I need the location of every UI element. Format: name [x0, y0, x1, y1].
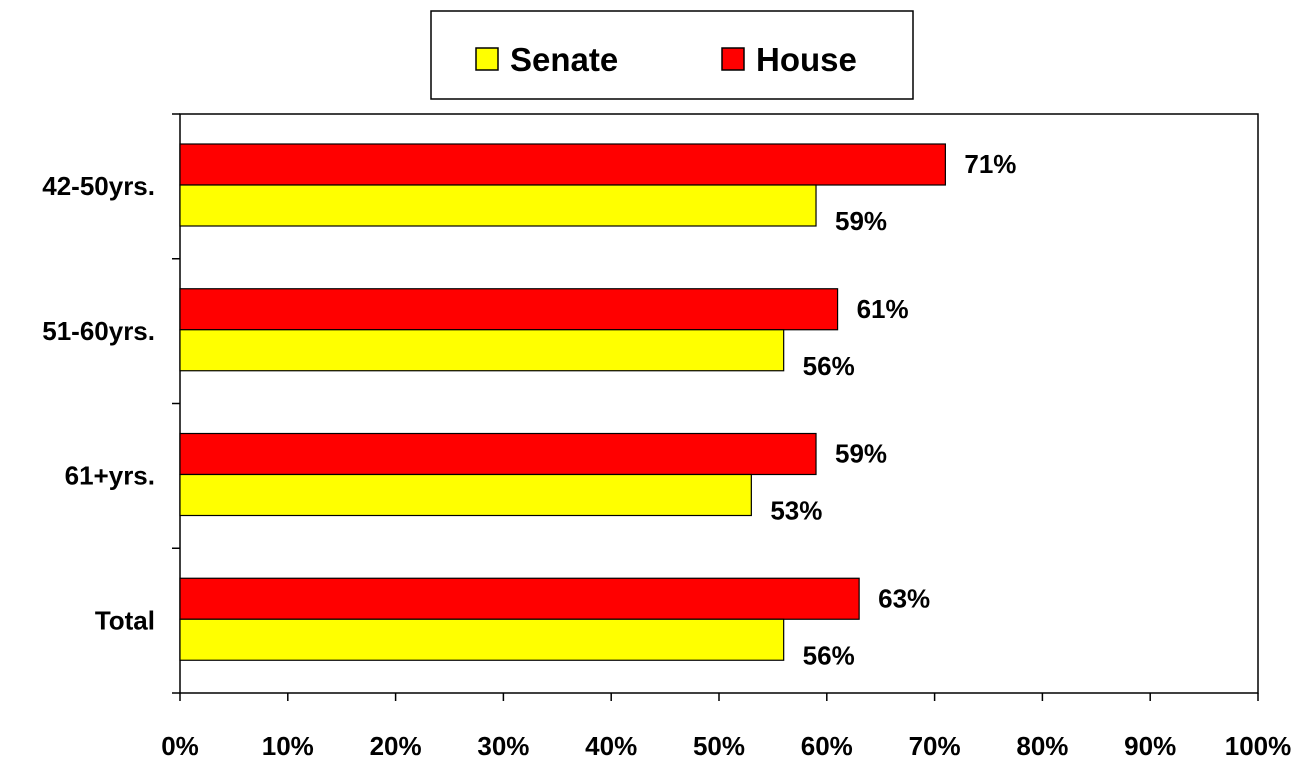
value-label-senate-1: 56% — [803, 351, 855, 381]
value-label-house-3: 63% — [878, 583, 930, 613]
value-label-senate-2: 53% — [770, 496, 822, 526]
x-tick-label-1: 10% — [262, 731, 314, 759]
bar-senate-3 — [179, 618, 785, 661]
x-tick-label-9: 90% — [1124, 731, 1176, 759]
axis-layer — [172, 113, 1259, 701]
value-label-house-1: 61% — [857, 294, 909, 324]
value-label-house-0: 71% — [964, 149, 1016, 179]
category-label-2: 61+yrs. — [65, 461, 155, 491]
legend-label-house: House — [756, 41, 857, 78]
x-tick-label-8: 80% — [1016, 731, 1068, 759]
x-tick-label-10: 100% — [1225, 731, 1292, 759]
legend: Senate House — [430, 10, 914, 100]
legend-swatch-house — [721, 47, 745, 71]
category-label-3: Total — [95, 605, 155, 635]
legend-box — [430, 10, 914, 100]
bars-layer — [179, 143, 946, 661]
legend-swatch-senate — [475, 47, 499, 71]
value-label-senate-0: 59% — [835, 206, 887, 236]
text-layer: 71%59%42-50yrs.61%56%51-60yrs.59%53%61+y… — [42, 149, 1291, 759]
category-label-0: 42-50yrs. — [42, 171, 155, 201]
bar-house-2 — [179, 432, 817, 476]
x-tick-label-2: 20% — [370, 731, 422, 759]
x-tick-label-7: 70% — [909, 731, 961, 759]
x-tick-label-3: 30% — [477, 731, 529, 759]
x-tick-label-6: 60% — [801, 731, 853, 759]
legend-label-senate: Senate — [510, 41, 618, 78]
value-label-house-2: 59% — [835, 439, 887, 469]
bar-senate-2 — [179, 473, 752, 517]
x-tick-label-0: 0% — [161, 731, 199, 759]
value-label-senate-3: 56% — [803, 640, 855, 670]
x-tick-label-4: 40% — [585, 731, 637, 759]
x-tick-label-5: 50% — [693, 731, 745, 759]
bar-senate-0 — [179, 184, 817, 227]
bar-senate-1 — [179, 329, 785, 372]
bar-house-1 — [179, 288, 839, 331]
bar-house-3 — [179, 577, 860, 620]
category-label-1: 51-60yrs. — [42, 316, 155, 346]
bar-house-0 — [179, 143, 946, 186]
